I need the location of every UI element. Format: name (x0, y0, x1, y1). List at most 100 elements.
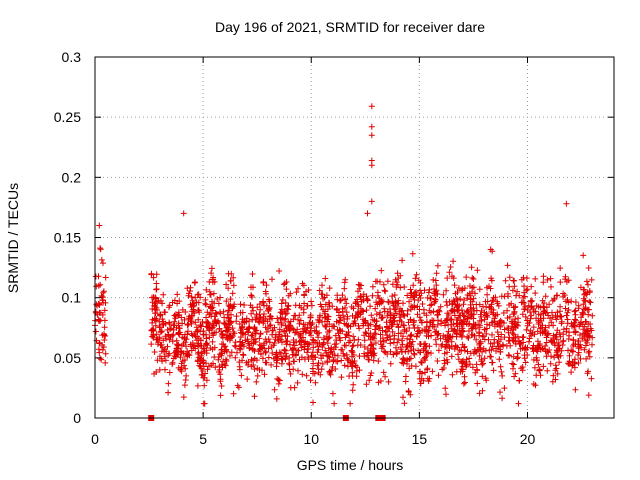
data-point (308, 332, 314, 339)
data-point (372, 330, 379, 337)
data-point (176, 325, 183, 332)
data-point (449, 307, 456, 314)
data-point (295, 316, 301, 323)
data-point-outlier (368, 103, 375, 110)
data-point (572, 317, 579, 324)
data-point (486, 322, 493, 329)
data-point (310, 337, 317, 344)
data-point (462, 379, 468, 386)
data-point (215, 356, 222, 363)
data-point (170, 331, 177, 338)
data-point (374, 278, 381, 285)
data-point (490, 311, 496, 318)
data-point (370, 357, 377, 364)
data-point (540, 363, 547, 370)
data-point (341, 342, 348, 349)
data-point (425, 327, 432, 334)
data-point (402, 378, 409, 385)
data-point (98, 292, 105, 299)
data-point (474, 267, 481, 274)
data-point (483, 325, 490, 332)
data-point (442, 336, 449, 343)
data-point (291, 384, 298, 391)
data-point (208, 270, 215, 277)
data-point (289, 351, 296, 358)
data-point (231, 330, 238, 337)
data-point (473, 336, 480, 343)
data-point (399, 337, 405, 344)
data-point (291, 358, 298, 365)
data-point (298, 304, 305, 311)
data-point (470, 350, 477, 357)
data-point (476, 286, 483, 293)
data-point (528, 283, 535, 290)
data-point (406, 298, 413, 305)
data-point (469, 274, 476, 281)
data-point (424, 365, 431, 372)
data-point (476, 352, 483, 359)
data-point (445, 312, 452, 318)
data-point (209, 279, 216, 286)
data-point (227, 352, 233, 359)
data-point (412, 275, 419, 282)
data-point (181, 316, 188, 323)
data-point (439, 366, 446, 373)
data-point (523, 326, 530, 333)
data-point (505, 337, 512, 344)
data-point (251, 366, 258, 373)
data-point (162, 333, 169, 340)
data-point (495, 333, 502, 340)
data-point (469, 364, 476, 371)
data-point (500, 310, 507, 316)
data-point (209, 330, 215, 337)
data-point (517, 345, 524, 352)
data-point (548, 338, 555, 345)
data-point (361, 337, 368, 344)
data-point (572, 386, 579, 393)
data-point (275, 319, 282, 326)
data-point (480, 303, 486, 310)
data-point (557, 303, 564, 310)
data-point (314, 349, 321, 356)
data-point (562, 305, 569, 312)
data-point (586, 353, 593, 360)
y-tick-label: 0.1 (62, 290, 82, 306)
data-point-outlier (180, 210, 187, 217)
data-point (394, 270, 401, 277)
data-point (341, 279, 348, 286)
data-point (468, 306, 475, 313)
data-point (422, 340, 429, 347)
data-point (570, 341, 577, 348)
data-point (551, 342, 558, 349)
data-point (217, 310, 224, 317)
y-axis-label: SRMTID / TECUs (5, 183, 21, 293)
data-point (186, 352, 193, 359)
data-point (315, 366, 322, 373)
data-point (349, 349, 356, 356)
data-point (494, 321, 500, 328)
data-point (407, 355, 414, 362)
data-point (237, 301, 244, 308)
data-point (98, 356, 105, 363)
data-point (517, 340, 524, 347)
data-point (283, 279, 290, 285)
y-tick-label: 0 (73, 410, 81, 426)
data-point (345, 329, 352, 335)
data-point (216, 366, 223, 373)
data-point (479, 373, 486, 380)
data-point (411, 350, 417, 357)
data-point (398, 318, 405, 325)
data-point (290, 345, 296, 352)
data-point (506, 283, 513, 290)
data-point (347, 337, 354, 344)
data-point (430, 276, 437, 283)
data-point (329, 390, 336, 397)
data-point (506, 352, 513, 359)
data-point (510, 277, 517, 284)
data-point (437, 303, 444, 310)
data-point (405, 389, 412, 395)
data-point (404, 307, 411, 314)
data-point (292, 312, 299, 319)
data-point (148, 341, 155, 348)
chart-title: Day 196 of 2021, SRMTID for receiver dar… (215, 19, 485, 35)
